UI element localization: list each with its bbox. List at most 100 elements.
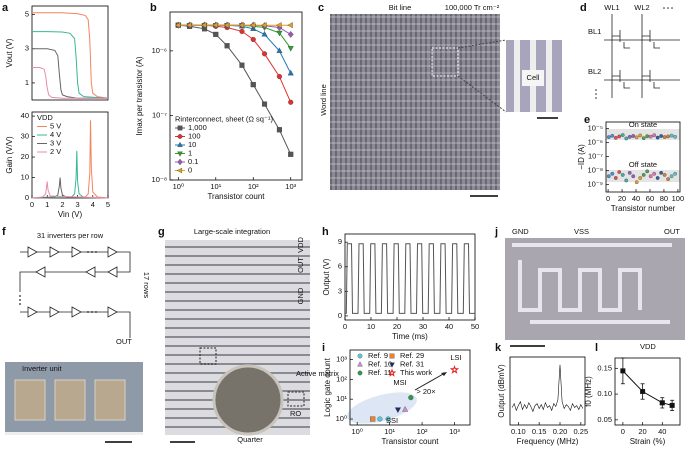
y-axis-label: Output (V) <box>322 258 331 295</box>
data-point <box>261 51 268 57</box>
zoom-box <box>199 347 217 365</box>
caption: 17 rows <box>142 272 151 299</box>
x-tick-label: 10 <box>367 322 375 331</box>
data-point <box>640 388 646 395</box>
x-tick-label: 20 <box>618 194 626 203</box>
pad-label: VSS <box>574 227 589 236</box>
x-tick-label: 10² <box>417 427 428 436</box>
x-tick-label: 50 <box>471 322 479 331</box>
data-point <box>287 30 294 38</box>
data-point <box>666 177 670 181</box>
ellipsis <box>19 251 97 313</box>
data-point <box>223 22 230 29</box>
y-tick-label: 20 <box>21 152 29 161</box>
legend-label: Ref. 31 <box>400 359 424 368</box>
x-tick-label: 0.15 <box>532 427 547 436</box>
y-tick-label: 3 <box>25 44 29 53</box>
plot-frame <box>349 349 471 426</box>
panel-label: g <box>158 226 165 238</box>
legend-label: Ref. 10 <box>368 359 392 368</box>
x-tick-label: 20 <box>393 322 401 331</box>
x-tick-label: 60 <box>646 194 654 203</box>
data-point <box>201 22 207 29</box>
legend-label: 5 V <box>50 121 61 130</box>
data-point <box>662 173 667 177</box>
panel-label: l <box>595 342 598 354</box>
x-tick-label: 10⁰ <box>352 427 363 436</box>
data-point <box>638 176 643 180</box>
x-tick-label: 10² <box>248 182 259 191</box>
density-label: 100,000 Tr cm⁻² <box>445 3 500 12</box>
y-tick-label: 3 <box>338 286 342 295</box>
series-line <box>511 364 584 413</box>
bit-line <box>514 40 520 112</box>
y-tick-label: 10 <box>21 173 29 182</box>
word-line-label: WL2 <box>634 3 649 12</box>
legend-marker <box>176 167 182 174</box>
x-axis-label: Transistor count <box>381 437 439 446</box>
panel-label: k <box>495 342 502 354</box>
y-tick-label: 10⁰ <box>336 414 347 423</box>
legend-marker <box>387 368 397 377</box>
axis-caption: Word line <box>319 84 328 116</box>
y-tick-label: 5 <box>25 10 29 19</box>
data-point <box>276 127 282 133</box>
y-axis-label: Gain (V/V) <box>5 136 14 174</box>
x-tick-label: 20 <box>638 427 646 436</box>
data-point <box>655 135 660 140</box>
data-point <box>631 174 636 179</box>
plot-frame <box>614 357 681 426</box>
y-tick-label: 0.10 <box>597 389 612 398</box>
x-tick-label: 4 <box>91 200 95 209</box>
x-tick-label: 3 <box>76 200 80 209</box>
x-tick-label: 5 <box>106 200 110 209</box>
out-label: OUT <box>116 337 132 346</box>
series-line <box>345 243 475 314</box>
data-point <box>627 135 632 139</box>
data-point <box>174 22 181 29</box>
data-point <box>250 82 256 88</box>
zoom-line <box>457 39 507 49</box>
y-tick-label: 6 <box>338 262 342 271</box>
y-tick-label: 0 <box>338 311 342 320</box>
panel-label: b <box>150 2 157 14</box>
panel-label: f <box>2 226 6 238</box>
series-line <box>32 67 108 99</box>
y-axis-label: f0 (MHz) <box>584 376 593 407</box>
ellipsis <box>595 7 673 99</box>
pad-label: OUT <box>296 257 305 273</box>
x-tick-label: 10³ <box>285 182 296 191</box>
arrow-head <box>441 372 447 376</box>
x-tick-label: 0.20 <box>553 427 568 436</box>
y-tick-label: 40 <box>21 111 29 120</box>
series-line <box>31 177 109 199</box>
quarter-coin <box>212 364 284 436</box>
y-tick-label: 10⁻⁶ <box>588 138 603 147</box>
x-tick-label: 2 <box>60 200 64 209</box>
data-point <box>287 69 294 76</box>
inverter-chain <box>19 251 131 338</box>
x-tick-label: 40 <box>632 194 640 203</box>
legend-label: 1 <box>188 148 192 157</box>
x-tick-label: 0 <box>606 194 610 203</box>
series-line <box>178 24 292 155</box>
zoom-line <box>457 75 507 113</box>
cell-label: Cell <box>527 73 540 82</box>
y-tick-label: 0.15 <box>597 363 612 372</box>
data-point <box>645 134 650 139</box>
circuit-photo <box>505 238 685 340</box>
x-tick-label: 40 <box>658 427 666 436</box>
x-tick-label: 80 <box>660 194 668 203</box>
data-point <box>638 133 643 138</box>
legend-label: 4 V <box>50 130 61 139</box>
data-point <box>669 402 675 408</box>
cell-box <box>522 70 544 86</box>
data-point <box>238 22 245 29</box>
data-point <box>261 30 268 37</box>
zoom-box <box>431 47 459 77</box>
legend-marker <box>389 362 395 368</box>
x-tick-label: 0 <box>30 200 34 209</box>
photo-label: Quarter <box>237 435 263 444</box>
